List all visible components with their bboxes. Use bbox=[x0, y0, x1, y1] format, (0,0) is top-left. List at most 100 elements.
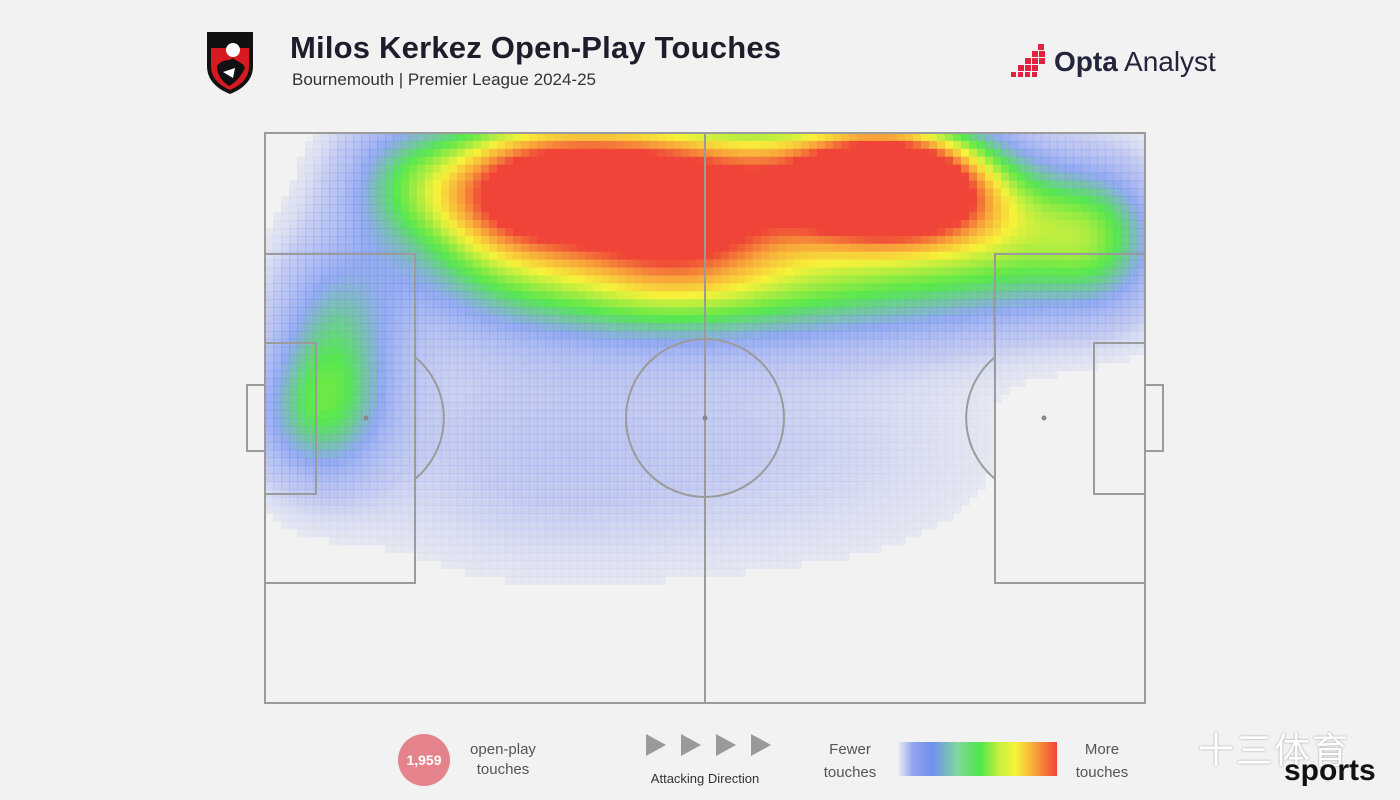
heat-cell bbox=[265, 465, 274, 475]
heat-cell bbox=[625, 330, 634, 340]
heat-cell bbox=[625, 196, 634, 205]
heat-cell bbox=[513, 267, 522, 277]
heat-cell bbox=[809, 220, 818, 229]
heat-cell bbox=[465, 346, 474, 356]
heat-cell bbox=[425, 188, 434, 197]
heat-cell bbox=[481, 156, 490, 166]
heat-cell bbox=[817, 164, 826, 174]
heat-cell bbox=[305, 481, 314, 490]
heat-cell bbox=[729, 386, 738, 395]
heat-cell bbox=[529, 323, 538, 332]
heat-cell bbox=[481, 283, 490, 292]
heat-cell bbox=[353, 140, 362, 150]
heat-cell bbox=[705, 180, 714, 190]
heat-cell bbox=[1097, 354, 1106, 364]
heat-cell bbox=[1129, 133, 1138, 142]
heat-cell bbox=[969, 228, 978, 237]
heat-cell bbox=[705, 172, 714, 182]
heat-cell bbox=[289, 410, 298, 419]
heat-cell bbox=[593, 228, 602, 237]
heat-cell bbox=[433, 267, 442, 277]
heat-cell bbox=[329, 425, 338, 435]
heat-cell bbox=[1065, 204, 1074, 213]
heat-cell bbox=[1049, 196, 1058, 205]
heat-cell bbox=[1033, 259, 1042, 269]
heat-cell bbox=[305, 291, 314, 300]
heat-cell bbox=[833, 338, 842, 348]
heat-cell bbox=[489, 449, 498, 459]
heat-cell bbox=[1041, 212, 1050, 221]
heat-cell bbox=[1001, 378, 1010, 387]
heat-cell bbox=[1113, 346, 1122, 356]
pitch-svg bbox=[246, 132, 1164, 704]
heat-cell bbox=[473, 291, 482, 300]
heat-cell bbox=[1065, 338, 1074, 348]
heat-cell bbox=[697, 172, 706, 182]
heat-cell bbox=[449, 513, 458, 522]
heat-cell bbox=[529, 180, 538, 190]
heat-cell bbox=[793, 457, 802, 467]
heat-cell bbox=[377, 140, 386, 150]
heat-cell bbox=[409, 418, 418, 427]
heat-cell bbox=[649, 338, 658, 348]
heat-cell bbox=[361, 378, 370, 387]
heat-cell bbox=[865, 275, 874, 285]
heat-cell bbox=[385, 354, 394, 364]
heat-cell bbox=[953, 204, 962, 213]
heat-cell bbox=[609, 402, 618, 411]
heat-cell bbox=[689, 370, 698, 380]
heat-cell bbox=[929, 433, 938, 443]
heat-cell bbox=[737, 220, 746, 229]
heat-cell bbox=[577, 418, 586, 427]
heat-cell bbox=[529, 402, 538, 411]
heat-cell bbox=[585, 425, 594, 435]
heat-cell bbox=[761, 148, 770, 158]
heat-cell bbox=[713, 449, 722, 459]
heat-cell bbox=[537, 346, 546, 356]
heat-cell bbox=[481, 140, 490, 150]
heat-cell bbox=[345, 457, 354, 467]
heat-cell bbox=[889, 275, 898, 285]
heat-cell bbox=[945, 394, 954, 403]
heat-cell bbox=[433, 473, 442, 482]
heat-cell bbox=[561, 449, 570, 459]
heat-cell bbox=[377, 188, 386, 197]
heat-cell bbox=[721, 465, 730, 475]
heat-cell bbox=[649, 402, 658, 411]
heat-cell bbox=[921, 441, 930, 451]
heat-cell bbox=[745, 188, 754, 197]
heat-cell bbox=[1057, 362, 1066, 372]
heat-cell bbox=[897, 386, 906, 395]
heat-cell bbox=[841, 418, 850, 427]
heat-cell bbox=[713, 362, 722, 372]
heat-cell bbox=[361, 283, 370, 292]
heat-cell bbox=[377, 394, 386, 403]
heat-cell bbox=[729, 489, 738, 498]
heat-cell bbox=[265, 243, 274, 253]
heat-cell bbox=[825, 188, 834, 197]
heat-cell bbox=[361, 330, 370, 340]
heat-cell bbox=[369, 465, 378, 475]
heat-cell bbox=[297, 196, 306, 205]
heat-cell bbox=[897, 425, 906, 435]
heat-cell bbox=[505, 513, 514, 522]
heat-cell bbox=[1009, 148, 1018, 158]
heat-cell bbox=[737, 315, 746, 324]
heat-cell bbox=[777, 513, 786, 522]
heat-cell bbox=[513, 188, 522, 197]
heat-cell bbox=[609, 370, 618, 380]
heat-cell bbox=[393, 291, 402, 300]
heat-cell bbox=[369, 267, 378, 277]
heat-cell bbox=[913, 323, 922, 332]
heat-cell bbox=[1041, 243, 1050, 253]
heat-cell bbox=[1057, 180, 1066, 190]
heat-cell bbox=[825, 362, 834, 372]
heat-cell bbox=[377, 457, 386, 467]
heat-cell bbox=[329, 235, 338, 245]
heat-cell bbox=[817, 425, 826, 435]
heat-cell bbox=[457, 172, 466, 182]
heat-cell bbox=[465, 473, 474, 482]
heat-cell bbox=[1073, 299, 1082, 308]
heat-cell bbox=[945, 188, 954, 197]
heat-cell bbox=[633, 497, 642, 506]
